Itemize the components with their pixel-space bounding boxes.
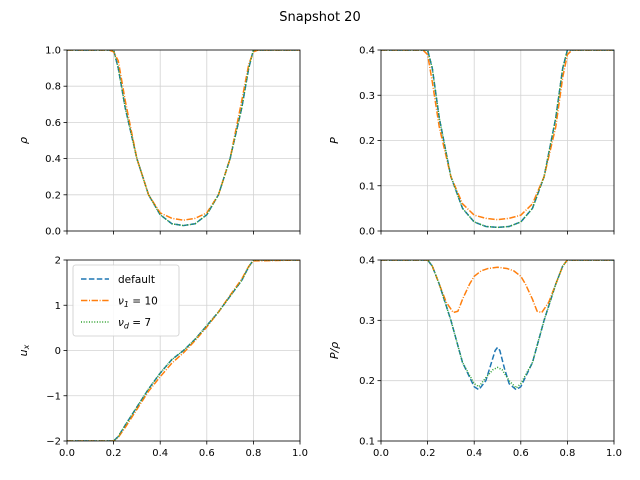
series-line-nu1 (381, 260, 614, 314)
x-tick-label: 0.0 (373, 448, 389, 459)
x-tick-label: 0.0 (59, 448, 75, 459)
legend-label-value: = 10 (129, 296, 158, 308)
series-line-nu1 (67, 260, 300, 441)
y-tick-label: 0.0 (45, 227, 61, 238)
series-line-default (67, 50, 300, 227)
y-axis-label: P (328, 137, 341, 144)
y-axis-label: P/ρ (328, 342, 341, 359)
series-line-nud (381, 260, 614, 389)
legend-label-symbol: ν (118, 296, 124, 308)
legend-label-symbol: ν (118, 317, 124, 329)
y-tick-label: 1 (55, 301, 61, 312)
legend-label-nud: νd = 7 (118, 317, 151, 331)
x-tick-label: 0.6 (199, 448, 215, 459)
y-tick-label: 0.6 (45, 118, 61, 129)
y-tick-label: 0.0 (359, 227, 375, 238)
y-axis-label: ux (17, 344, 31, 356)
y-tick-label: 0.2 (45, 190, 61, 201)
x-tick-label: 1.0 (606, 448, 622, 459)
y-tick-label: 0.2 (359, 136, 375, 147)
y-tick-label: 0.3 (359, 91, 375, 102)
y-tick-label: 0 (55, 346, 61, 357)
x-tick-label: 1.0 (292, 448, 308, 459)
legend-label-subscript: d (124, 322, 130, 331)
y-tick-label: 0.4 (359, 46, 375, 57)
y-tick-label: 0.2 (359, 376, 375, 387)
x-tick-label: 0.8 (559, 448, 575, 459)
y-tick-label: 0.3 (359, 316, 375, 327)
subplot-pressure: 0.0 0.1 0.2 0.3 0.4 P (328, 46, 615, 238)
series-group (67, 50, 300, 227)
legend-box (72, 264, 180, 337)
series-group (67, 260, 300, 441)
y-axis-label: ρ (17, 137, 30, 144)
x-tick-label: 0.4 (466, 448, 482, 459)
subplot-p_over_rho: 0.0 0.2 0.4 0.6 0.8 1.0 0.1 0.2 0.3 0.4 P/ρ (328, 256, 622, 460)
y-tick-label: 0.8 (45, 82, 61, 93)
x-tick-label: 0.6 (513, 448, 529, 459)
y-tick-label: 0.1 (359, 181, 375, 192)
x-tick-label: 0.2 (106, 448, 122, 459)
axes-frame (66, 49, 301, 232)
y-tick-label: 0.1 (359, 437, 375, 448)
series-line-nud (67, 260, 300, 441)
legend-label-subscript: 1 (124, 300, 129, 309)
y-tick-label: 0.4 (45, 154, 61, 165)
y-tick-label: 0.4 (359, 256, 375, 267)
series-line-nud (381, 50, 614, 229)
figure-title: Snapshot 20 (279, 10, 360, 25)
y-axis-label-main: u (17, 349, 30, 356)
legend-label-nu1: ν1 = 10 (118, 296, 158, 310)
series-line-nu1 (67, 50, 300, 221)
axes-frame (380, 259, 615, 442)
y-tick-label: −2 (46, 437, 61, 448)
legend-label-default: default (118, 274, 155, 286)
subplot-grid: 0.00.20.40.60.81.0ρ0.00.10.20.30.4P0.0 0.… (17, 46, 622, 460)
y-tick-label: −1 (46, 391, 61, 402)
y-axis-label-sub: x (22, 344, 31, 350)
x-tick-label: 0.2 (420, 448, 436, 459)
legend-label-value: = 7 (129, 317, 151, 329)
y-tick-label: 1.0 (45, 46, 61, 57)
subplot-rho: 0.0 0.2 0.4 0.6 0.8 1.0 ρ (17, 46, 301, 238)
series-group (381, 50, 614, 229)
y-tick-label: 2 (55, 256, 61, 267)
series-group (381, 260, 614, 391)
x-tick-label: 0.4 (152, 448, 168, 459)
series-line-nu1 (381, 50, 614, 221)
x-tick-label: 0.8 (245, 448, 261, 459)
